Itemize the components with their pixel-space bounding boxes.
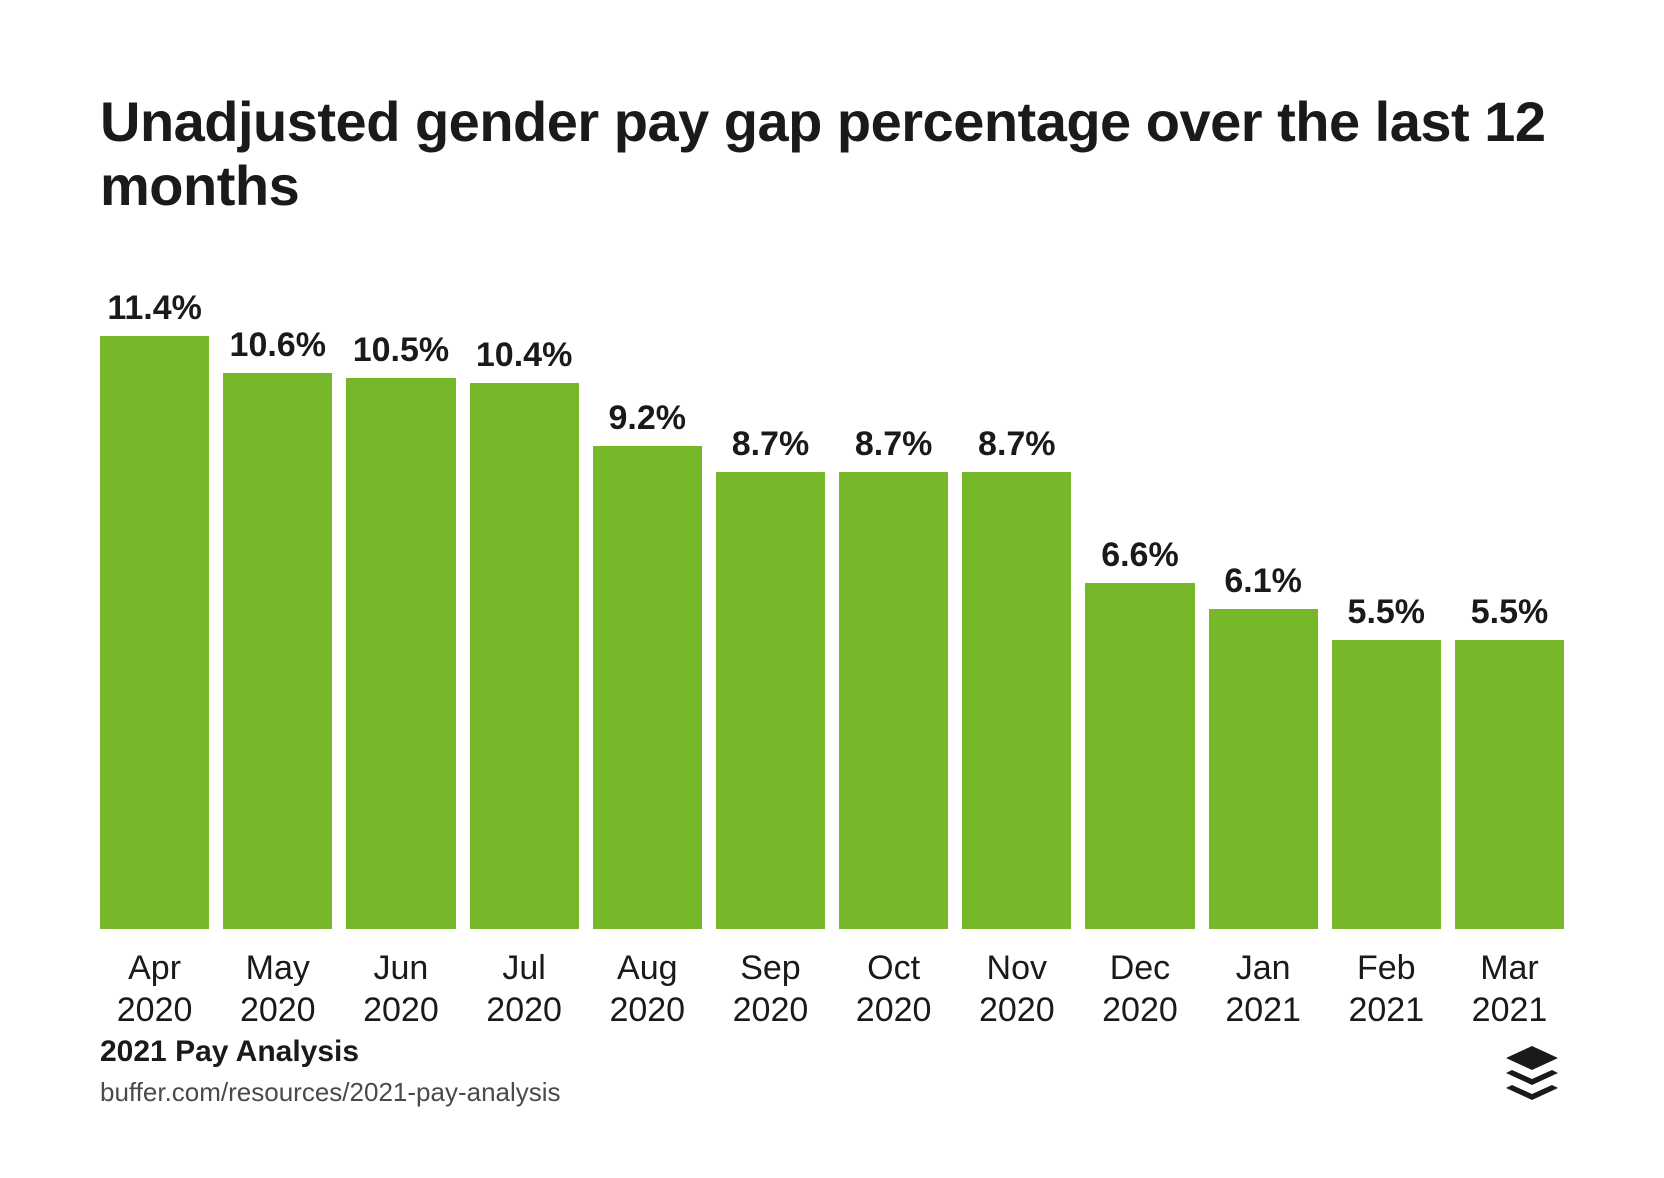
x-axis-labels: Apr2020May2020Jun2020Jul2020Aug2020Sep20… [100,947,1564,1032]
bar-value-label: 10.4% [476,336,572,375]
footer: 2021 Pay Analysis buffer.com/resources/2… [100,1035,1564,1108]
footer-title: 2021 Pay Analysis [100,1035,561,1069]
bar [1209,609,1318,929]
bar-wrap: 11.4% [100,289,209,929]
x-axis-label: May2020 [223,947,332,1032]
bar-wrap: 10.5% [346,289,455,929]
bar-value-label: 8.7% [978,425,1056,464]
bar-wrap: 5.5% [1332,289,1441,929]
bar-wrap: 8.7% [716,289,825,929]
x-axis-label: Feb2021 [1332,947,1441,1032]
bar [1332,640,1441,929]
bar-value-label: 6.1% [1224,562,1302,601]
bar-wrap: 9.2% [593,289,702,929]
buffer-logo-icon [1500,1044,1564,1108]
x-axis-label: Mar2021 [1455,947,1564,1032]
footer-text: 2021 Pay Analysis buffer.com/resources/2… [100,1035,561,1108]
bar [1085,583,1194,929]
bar-wrap: 6.6% [1085,289,1194,929]
bar [593,446,702,929]
x-axis-label: Jun2020 [346,947,455,1032]
x-axis-label: Jul2020 [470,947,579,1032]
bar [223,373,332,929]
bar-value-label: 6.6% [1101,536,1179,575]
bar-chart: 11.4% 10.6% 10.5% 10.4% 9.2% 8.7% 8.7% 8.7% 6.6%… [100,289,1564,929]
x-axis-label: Dec2020 [1085,947,1194,1032]
x-axis-label: Aug2020 [593,947,702,1032]
bar-value-label: 5.5% [1471,593,1549,632]
bar-value-label: 8.7% [732,425,810,464]
bar-wrap: 8.7% [839,289,948,929]
bar-wrap: 10.6% [223,289,332,929]
bar-value-label: 11.4% [107,289,202,328]
chart-title: Unadjusted gender pay gap percentage ove… [100,90,1564,219]
bar [100,336,209,929]
bar [962,472,1071,928]
x-axis-label: Nov2020 [962,947,1071,1032]
bar-value-label: 8.7% [855,425,933,464]
bar [470,383,579,929]
bar [839,472,948,928]
bar-value-label: 5.5% [1348,593,1426,632]
x-axis-label: Oct2020 [839,947,948,1032]
x-axis-label: Apr2020 [100,947,209,1032]
bar [716,472,825,928]
chart-container: Unadjusted gender pay gap percentage ove… [0,0,1664,1178]
bar-wrap: 10.4% [470,289,579,929]
bar-wrap: 6.1% [1209,289,1318,929]
x-axis-label: Jan2021 [1209,947,1318,1032]
x-axis-label: Sep2020 [716,947,825,1032]
bar-wrap: 5.5% [1455,289,1564,929]
bar-wrap: 8.7% [962,289,1071,929]
bar-value-label: 9.2% [609,399,687,438]
bar [346,378,455,929]
bar-value-label: 10.6% [230,326,326,365]
bar-value-label: 10.5% [353,331,449,370]
bar [1455,640,1564,929]
footer-subtitle: buffer.com/resources/2021-pay-analysis [100,1077,561,1108]
